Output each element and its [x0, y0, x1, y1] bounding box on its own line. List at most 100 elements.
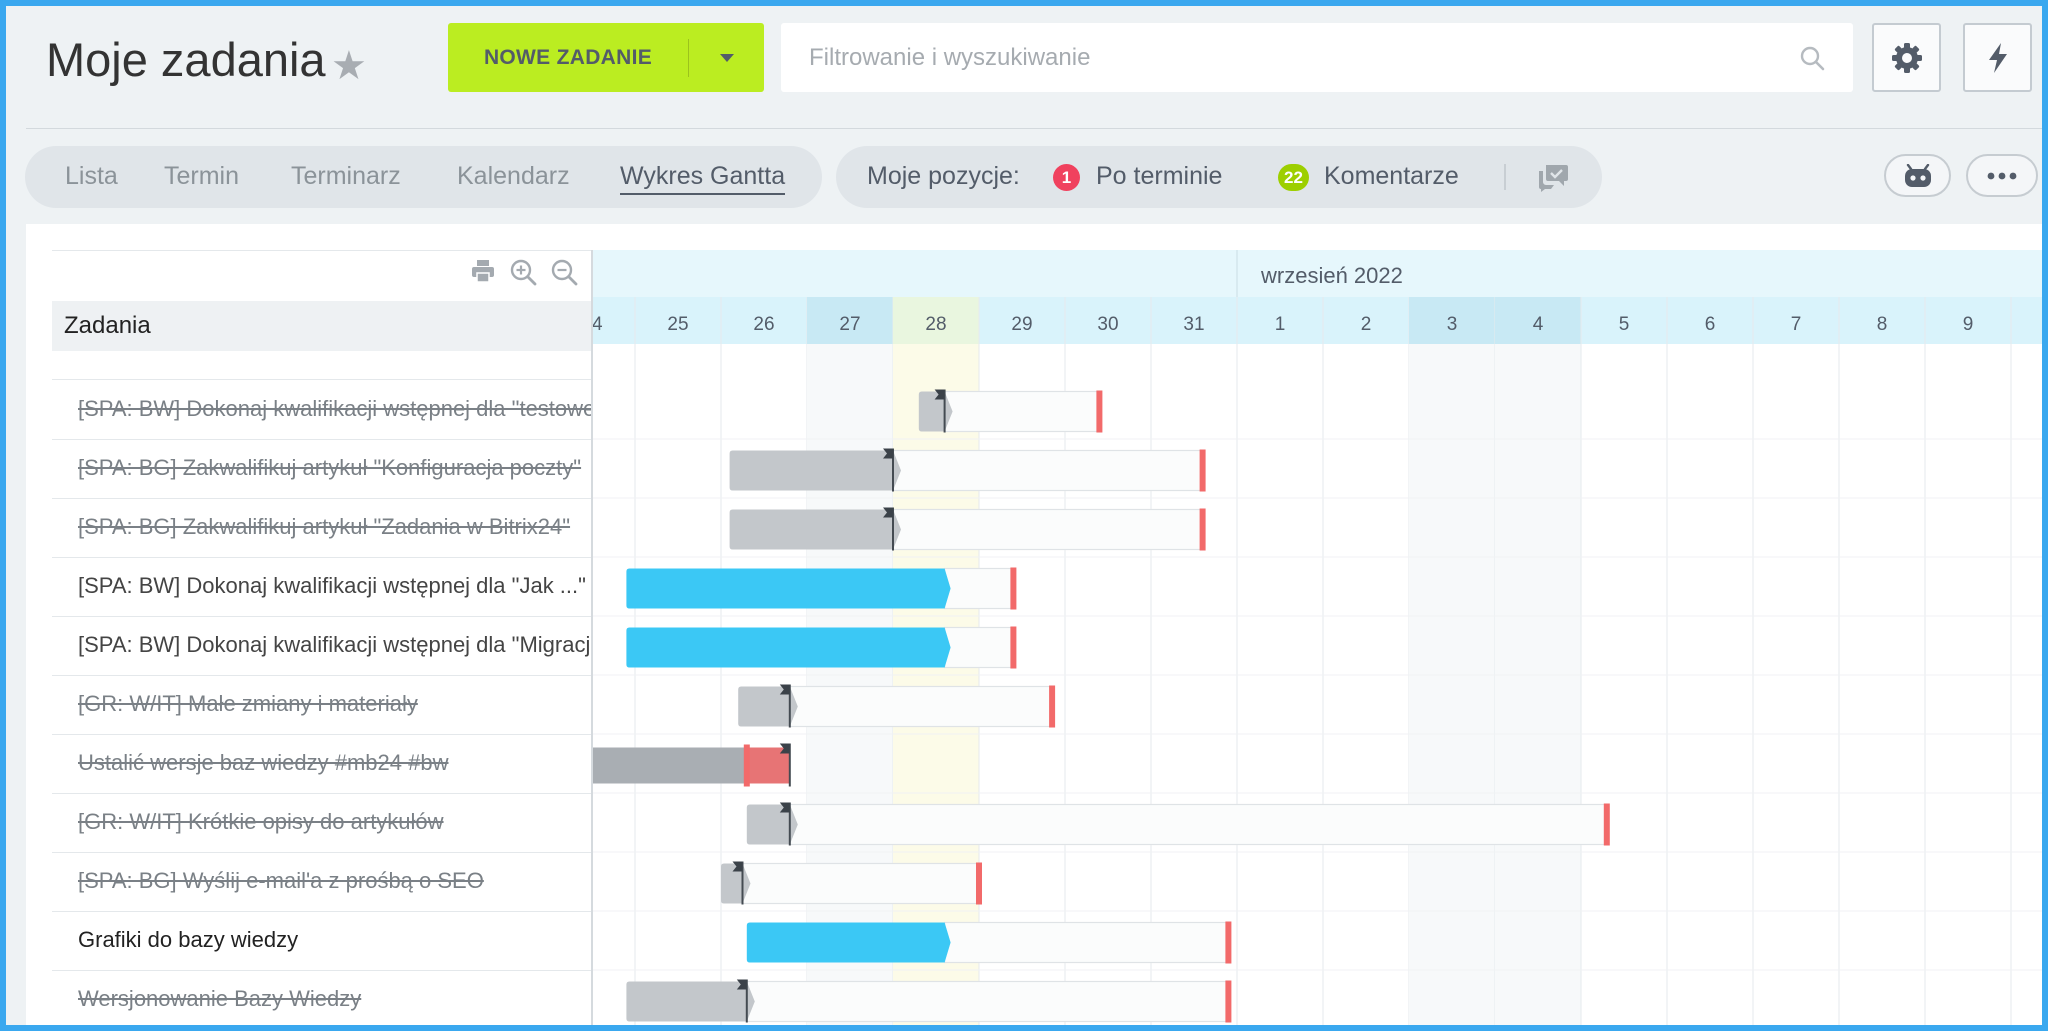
day-label: 4 — [1533, 314, 1544, 335]
task-bar[interactable] — [738, 686, 798, 727]
day-label: 29 — [1011, 314, 1032, 335]
task-bar[interactable] — [746, 804, 798, 845]
search-placeholder: Filtrowanie i wyszukiwanie — [809, 43, 1091, 71]
gantt-panel: Zadania [SPA: BW] Dokonaj kwalifikacji w… — [26, 224, 2042, 1025]
planned-range — [944, 567, 1015, 610]
deadline-marker[interactable] — [1199, 508, 1206, 551]
task-row[interactable]: [SPA: BW] Dokonaj kwalifikacji wstępnej … — [52, 380, 592, 440]
tab-calendar[interactable]: Kalendarz — [457, 162, 570, 190]
header-divider — [26, 128, 2042, 129]
tasks-column-title: Zadania — [64, 312, 151, 339]
comments-badge[interactable]: 22 — [1278, 164, 1309, 191]
chat-check-icon[interactable] — [1537, 162, 1569, 192]
day-label: 3 — [1447, 314, 1458, 335]
planned-range — [746, 980, 1230, 1023]
view-switcher: Lista Termin Terminarz Kalendarz Wykres … — [25, 146, 822, 208]
robots-button[interactable] — [1884, 154, 1951, 197]
task-row[interactable]: [SPA: BG] Zakwalifikuj artykuł "Zadania … — [52, 498, 592, 558]
day-label: 31 — [1183, 314, 1204, 335]
task-title[interactable]: [GR: W/IT] Krótkie opisy do artykułów — [78, 809, 444, 834]
planned-range — [789, 803, 1608, 846]
print-icon[interactable] — [470, 258, 496, 284]
zoom-in-icon[interactable] — [509, 258, 537, 286]
new-task-divider — [688, 38, 689, 77]
task-bar[interactable] — [626, 627, 951, 668]
task-bar[interactable] — [729, 450, 901, 491]
zoom-out-icon[interactable] — [550, 258, 578, 286]
task-bar[interactable] — [626, 981, 755, 1022]
task-title[interactable]: [SPA: BW] Dokonaj kwalifikacji wstępnej … — [78, 573, 586, 598]
deadline-marker[interactable] — [1010, 626, 1017, 669]
task-row[interactable]: [SPA: BW] Dokonaj kwalifikacji wstępnej … — [52, 616, 592, 676]
task-row[interactable]: [SPA: BG] Zakwalifikuj artykuł "Konfigur… — [52, 439, 592, 499]
search-icon[interactable] — [1799, 45, 1825, 71]
gear-icon — [1891, 42, 1922, 73]
deadline-marker[interactable] — [1603, 803, 1610, 846]
task-title[interactable]: Wersjonowanie Bazy Wiedzy — [78, 986, 362, 1011]
task-bar[interactable] — [626, 568, 951, 609]
tab-list[interactable]: Lista — [65, 162, 118, 190]
task-row[interactable]: [SPA: BG] Wyślij e-mail'a z prośbą o SEO — [52, 852, 592, 912]
task-title[interactable]: [SPA: BG] Wyślij e-mail'a z prośbą o SEO — [78, 868, 484, 893]
new-task-button[interactable]: NOWE ZADANIE — [448, 23, 764, 92]
day-label: 2 — [1361, 314, 1372, 335]
task-title[interactable]: Ustalić wersje baz wiedzy #mb24 #bw — [78, 750, 449, 775]
task-list-separator — [52, 379, 592, 380]
task-row[interactable]: Wersjonowanie Bazy Wiedzy — [52, 970, 592, 1025]
task-bar[interactable] — [746, 922, 951, 963]
today-header-cell — [893, 297, 979, 344]
deadline-marker[interactable] — [976, 862, 982, 905]
star-icon[interactable]: ★ — [331, 44, 367, 88]
search-input[interactable]: Filtrowanie i wyszukiwanie — [781, 23, 1853, 92]
page-title: Moje zadania — [46, 33, 326, 86]
task-list-panel: Zadania [SPA: BW] Dokonaj kwalifikacji w… — [26, 224, 592, 1025]
comments-label[interactable]: Komentarze — [1324, 162, 1459, 190]
deadline-marker[interactable] — [1225, 921, 1232, 964]
task-row[interactable]: Ustalić wersje baz wiedzy #mb24 #bw — [52, 734, 592, 794]
task-row[interactable]: [GR: W/IT] Krótkie opisy do artykułów — [52, 793, 592, 853]
flag-icon — [736, 979, 747, 990]
task-list-top-line — [52, 250, 592, 251]
flag-icon — [779, 802, 790, 813]
deadline-marker[interactable] — [1199, 449, 1206, 492]
tab-deadline[interactable]: Termin — [164, 162, 240, 190]
tab-gantt[interactable]: Wykres Gantta — [620, 162, 786, 195]
task-bar[interactable] — [729, 509, 901, 550]
task-row[interactable]: Grafiki do bazy wiedzy — [52, 911, 592, 971]
automation-button[interactable] — [1963, 23, 2032, 92]
task-title[interactable]: [SPA: BW] Dokonaj kwalifikacji wstępnej … — [78, 632, 592, 657]
deadline-marker[interactable] — [1096, 390, 1103, 433]
tasks-column-header: Zadania — [52, 301, 592, 351]
flag-icon — [934, 389, 945, 400]
weekend-header-cell — [1409, 297, 1495, 344]
flag-icon — [883, 448, 893, 459]
task-row[interactable]: [GR: W/IT] Małe zmiany i materiały — [52, 675, 592, 735]
tab-planner[interactable]: Terminarz — [291, 162, 401, 190]
weekend-column — [1409, 344, 1495, 1025]
task-title[interactable]: [GR: W/IT] Małe zmiany i materiały — [78, 691, 418, 716]
deadline-marker[interactable] — [1010, 567, 1017, 610]
task-row[interactable]: [SPA: BW] Dokonaj kwalifikacji wstępnej … — [52, 557, 592, 617]
deadline-marker[interactable] — [743, 744, 750, 787]
my-items-label: Moje pozycje: — [867, 162, 1020, 190]
task-title[interactable]: [SPA: BG] Zakwalifikuj artykuł "Konfigur… — [78, 455, 582, 480]
task-title[interactable]: Grafiki do bazy wiedzy — [78, 927, 299, 952]
planned-range — [741, 862, 980, 905]
settings-button[interactable] — [1872, 23, 1941, 92]
task-title[interactable]: [SPA: BG] Zakwalifikuj artykuł "Zadania … — [78, 514, 571, 539]
task-title[interactable]: [SPA: BW] Dokonaj kwalifikacji wstępnej … — [78, 396, 592, 421]
overdue-label[interactable]: Po terminie — [1096, 162, 1223, 190]
weekend-header-cell — [1495, 297, 1581, 344]
more-button[interactable] — [1966, 154, 2038, 197]
robot-icon — [1904, 163, 1931, 187]
gantt-tools — [470, 258, 578, 286]
day-label: 24 — [593, 314, 603, 335]
overdue-badge[interactable]: 1 — [1053, 164, 1080, 191]
panel-splitter[interactable] — [591, 250, 593, 1025]
new-task-dropdown[interactable] — [689, 53, 764, 62]
deadline-marker[interactable] — [1225, 980, 1232, 1023]
more-dots-icon — [1987, 172, 2017, 179]
day-label: 28 — [925, 314, 946, 335]
deadline-marker[interactable] — [1049, 685, 1056, 728]
app-window: Moje zadania ★ NOWE ZADANIE Filtrowanie … — [6, 6, 2042, 1025]
